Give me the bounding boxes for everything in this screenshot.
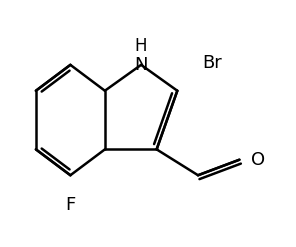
Text: H: H: [135, 37, 147, 55]
Text: F: F: [65, 196, 75, 214]
Text: N: N: [134, 56, 148, 74]
Text: O: O: [252, 151, 266, 169]
Text: Br: Br: [202, 54, 222, 72]
